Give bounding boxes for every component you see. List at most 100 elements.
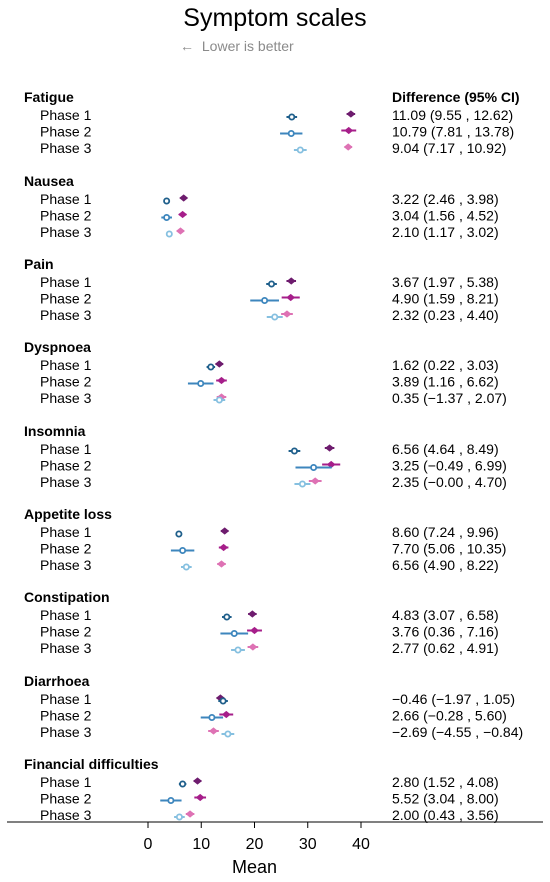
- ci-text: 3.22 (2.46 , 3.98): [392, 191, 499, 207]
- row-label: Phase 1: [40, 691, 92, 707]
- open-circle-marker: [230, 630, 238, 638]
- ci-text: 0.35 (−1.37 , 2.07): [392, 390, 507, 406]
- x-axis-label: Mean: [232, 857, 277, 877]
- filled-diamond-marker: [310, 477, 320, 485]
- row-label: Phase 1: [40, 357, 92, 373]
- open-circle-marker: [310, 463, 318, 471]
- open-circle-marker: [268, 280, 276, 288]
- ci-text: 7.70 (5.06 , 10.35): [392, 541, 506, 557]
- ci-text: −2.69 (−4.55 , −0.84): [392, 724, 523, 740]
- open-circle-marker: [219, 697, 227, 705]
- open-circle-marker: [215, 396, 223, 404]
- ci-text: 10.79 (7.81 , 13.78): [392, 124, 514, 140]
- open-circle-marker: [197, 379, 205, 387]
- open-circle-marker: [163, 213, 171, 221]
- group-label: Financial difficulties: [24, 756, 159, 772]
- group-label: Pain: [24, 256, 54, 272]
- open-circle-marker: [175, 813, 183, 821]
- row-label: Phase 1: [40, 191, 92, 207]
- open-circle-marker: [179, 780, 187, 788]
- ci-text: 8.60 (7.24 , 9.96): [392, 524, 499, 540]
- filled-diamond-marker: [344, 126, 354, 135]
- left-arrow-icon: ←: [180, 38, 194, 54]
- open-circle-marker: [271, 313, 279, 321]
- filled-diamond-marker: [282, 310, 292, 318]
- row-label: Phase 1: [40, 524, 92, 540]
- filled-diamond-marker: [216, 376, 226, 385]
- row-label: Phase 3: [40, 724, 92, 740]
- filled-diamond-marker: [208, 727, 218, 735]
- ci-text: 6.56 (4.90 , 8.22): [392, 557, 499, 573]
- open-circle-marker: [290, 447, 298, 455]
- subtitle-text: Lower is better: [201, 38, 294, 54]
- open-circle-marker: [296, 146, 304, 154]
- group-label: Diarrhoea: [24, 673, 90, 689]
- row-label: Phase 2: [40, 541, 92, 557]
- ci-text: 3.67 (1.97 , 5.38): [392, 274, 499, 290]
- ci-text: 2.00 (0.43 , 3.56): [392, 807, 499, 823]
- row-label: Phase 3: [40, 307, 92, 323]
- ci-text: 3.76 (0.36 , 7.16): [392, 624, 499, 640]
- x-tick-label: 40: [352, 836, 370, 853]
- x-tick-label: 20: [246, 836, 264, 853]
- filled-diamond-marker: [221, 710, 231, 719]
- row-label: Phase 3: [40, 390, 92, 406]
- group-label: Insomnia: [24, 423, 86, 439]
- ci-text: 2.66 (−0.28 , 5.60): [392, 708, 507, 724]
- row-label: Phase 3: [40, 807, 92, 823]
- ci-text: 2.35 (−0.00 , 4.70): [392, 474, 507, 490]
- x-tick-label: 0: [144, 836, 153, 853]
- group-label: Dyspnoea: [24, 339, 91, 355]
- row-label: Phase 3: [40, 474, 92, 490]
- row-label: Phase 2: [40, 291, 92, 307]
- filled-diamond-marker: [250, 626, 259, 635]
- row-label: Phase 3: [40, 224, 92, 240]
- open-circle-marker: [182, 563, 190, 571]
- filled-diamond-marker: [325, 444, 335, 452]
- ci-text: 11.09 (9.55 , 12.62): [392, 107, 513, 123]
- ci-text: −0.46 (−1.97 , 1.05): [392, 691, 515, 707]
- filled-diamond-marker: [343, 143, 353, 151]
- filled-diamond-marker: [248, 643, 258, 651]
- filled-diamond-marker: [179, 194, 189, 202]
- x-tick-label: 10: [192, 836, 210, 853]
- filled-diamond-marker: [216, 560, 226, 568]
- open-circle-marker: [167, 797, 175, 805]
- chart-title: Symptom scales: [183, 4, 367, 32]
- open-circle-marker: [224, 730, 232, 738]
- ci-text: 3.89 (1.16 , 6.62): [392, 374, 499, 390]
- open-circle-marker: [179, 547, 187, 555]
- row-label: Phase 3: [40, 557, 92, 573]
- row-label: Phase 2: [40, 624, 92, 640]
- ci-text: 6.56 (4.64 , 8.49): [392, 441, 499, 457]
- row-label: Phase 2: [40, 124, 92, 140]
- group-label: Constipation: [24, 589, 110, 605]
- ci-text: 9.04 (7.17 , 10.92): [392, 140, 506, 156]
- ci-text: 2.77 (0.62 , 4.91): [392, 640, 499, 656]
- group-label: Fatigue: [24, 89, 74, 105]
- open-circle-marker: [288, 113, 296, 121]
- filled-diamond-marker: [346, 110, 356, 118]
- row-label: Phase 3: [40, 140, 92, 156]
- ci-text: 5.52 (3.04 , 8.00): [392, 791, 499, 807]
- ci-text: 4.90 (1.59 , 8.21): [392, 291, 499, 307]
- filled-diamond-marker: [326, 460, 336, 469]
- row-label: Phase 1: [40, 607, 92, 623]
- filled-diamond-marker: [193, 777, 203, 785]
- row-label: Phase 3: [40, 640, 92, 656]
- group-label: Nausea: [24, 173, 74, 189]
- filled-diamond-marker: [286, 293, 296, 302]
- filled-diamond-marker: [195, 793, 205, 802]
- open-circle-marker: [207, 363, 215, 371]
- row-label: Phase 2: [40, 708, 92, 724]
- row-label: Phase 1: [40, 441, 92, 457]
- ci-text: 3.04 (1.56 , 4.52): [392, 208, 499, 224]
- chart-subtitle: ← Lower is better: [180, 38, 294, 54]
- open-circle-marker: [163, 197, 171, 205]
- ci-text: 2.32 (0.23 , 4.40): [392, 307, 499, 323]
- ci-text: 1.62 (0.22 , 3.03): [392, 357, 499, 373]
- ci-column-header: Difference (95% CI): [392, 89, 520, 105]
- group-label: Appetite loss: [24, 506, 112, 522]
- open-circle-marker: [261, 296, 269, 304]
